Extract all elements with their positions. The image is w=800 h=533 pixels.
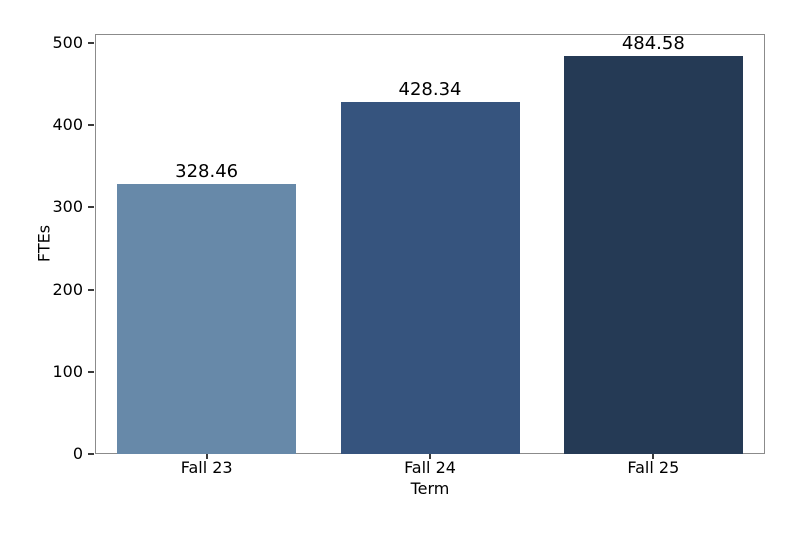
y-tick-mark-300 (88, 206, 94, 209)
y-tick-label-200: 200 (52, 279, 83, 299)
bar-value-label-fall-24: 428.34 (398, 78, 462, 100)
x-tick-mark-fall-24 (429, 454, 431, 459)
x-tick-label-fall-23: Fall 23 (180, 458, 233, 477)
y-tick-mark-0 (88, 453, 94, 455)
x-axis-title: Term (410, 479, 450, 498)
bar-fall-25 (563, 55, 743, 454)
bar-value-label-fall-23: 328.46 (175, 161, 239, 183)
bar-fall-24 (340, 101, 520, 454)
y-tick-mark-200 (88, 288, 94, 291)
y-axis-title: FTEs (34, 224, 54, 263)
y-tick-label-400: 400 (52, 115, 83, 135)
y-tick-label-500: 500 (52, 33, 83, 53)
y-tick-label-0: 0 (72, 444, 83, 463)
y-tick-mark-100 (88, 370, 94, 373)
x-tick-mark-fall-23 (205, 454, 208, 459)
y-tick-label-300: 300 (52, 197, 83, 217)
y-tick-mark-500 (88, 42, 94, 45)
x-tick-label-fall-25: Fall 25 (627, 458, 680, 477)
bar-fall-23 (117, 184, 297, 454)
x-tick-label-fall-24: Fall 24 (404, 458, 456, 477)
y-tick-label-100: 100 (52, 361, 83, 381)
x-tick-mark-fall-25 (652, 454, 655, 459)
y-tick-mark-400 (88, 124, 94, 127)
bar-value-label-fall-25: 484.58 (621, 32, 685, 54)
